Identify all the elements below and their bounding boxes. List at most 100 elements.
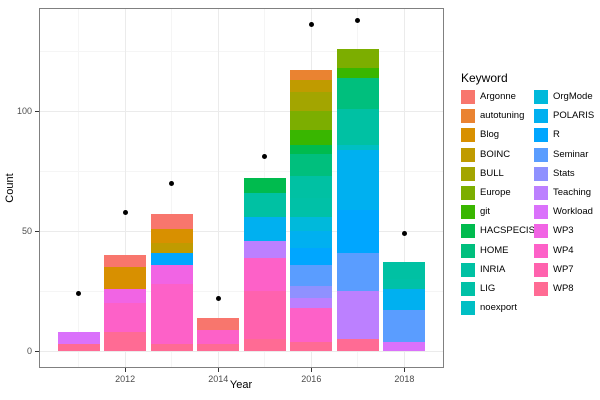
legend-label-Seminar: Seminar (553, 148, 589, 160)
legend-swatch-Teaching (534, 186, 548, 200)
bar-segment-WP3 (104, 288, 147, 304)
bar-segment-Seminar (383, 310, 426, 342)
bar-segment-R (290, 248, 333, 265)
legend-label-Teaching: Teaching (553, 187, 592, 198)
bar-segment-Blog (104, 267, 147, 289)
bar-segment-git (336, 68, 379, 78)
bar-segment-Teaching (243, 240, 286, 258)
data-point (76, 291, 82, 297)
legend-swatch-OrgMode (534, 90, 548, 104)
x-axis-tick (310, 368, 312, 372)
bar-segment-WP4 (197, 329, 240, 344)
bar-segment-LIG (383, 279, 426, 289)
bar-segment-WP8 (57, 344, 100, 352)
x-tick-label: 2014 (208, 374, 229, 384)
legend-swatch-WP4 (534, 243, 548, 258)
legend-label-Stats: Stats (553, 167, 575, 179)
x-tick-label: 2016 (301, 374, 322, 384)
data-point (215, 295, 221, 301)
bar-segment-BULL (290, 92, 333, 112)
bar-segment-WP4 (150, 284, 193, 344)
data-point (401, 231, 407, 237)
legend-swatch-Argonne (461, 90, 475, 104)
legend-title: Keyword (461, 71, 508, 85)
bar-segment-R (150, 252, 193, 265)
legend-label-Argonne: Argonne (480, 91, 516, 102)
legend-swatch-WP8 (534, 282, 548, 296)
y-axis-tick (35, 110, 39, 112)
data-point (169, 180, 175, 186)
bar-segment-WP8 (336, 339, 379, 352)
grid-minor-y (39, 170, 444, 172)
grid-major-y (39, 230, 444, 232)
legend-swatch-Seminar (534, 147, 548, 162)
bar-segment-HOME (336, 77, 379, 109)
legend-swatch-git (461, 205, 475, 220)
grid-major-x (217, 8, 219, 368)
data-point (355, 17, 361, 23)
bar-segment-git (290, 130, 333, 145)
legend-swatch-WP3 (534, 224, 548, 239)
bar-segment-HOME (290, 154, 333, 176)
legend-swatch-autotuning (461, 109, 475, 124)
bar-segment-WP8 (290, 341, 333, 352)
bar-segment-Teaching (290, 298, 333, 308)
y-tick-label: 100 (16, 106, 32, 117)
legend-label-HACSPECIS: HACSPECIS (480, 225, 535, 237)
legend-swatch-POLARIS (534, 109, 548, 124)
bar-segment-Europe (290, 111, 333, 131)
legend-label-Blog: Blog (480, 129, 500, 141)
bar-segment-BOINC (290, 80, 333, 92)
bar-segment-POLARIS (290, 231, 333, 248)
grid-major-y (39, 110, 444, 112)
legend-swatch-Europe (461, 186, 475, 200)
bar-segment-WP4 (290, 308, 333, 342)
bar-segment-Workload (57, 332, 100, 344)
bar-segment-Argonne (197, 317, 240, 330)
legend-label-git: git (480, 206, 491, 218)
bar-segment-Stats (290, 286, 333, 299)
bar-segment-Workload (383, 341, 426, 352)
bar-segment-POLARIS (336, 149, 379, 210)
legend-swatch-LIG (461, 282, 475, 296)
bar-segment-Teaching (336, 291, 379, 340)
legend-swatch-noexport (461, 301, 475, 316)
legend-swatch-R (534, 128, 548, 143)
x-axis-tick (403, 368, 405, 372)
bar-segment-BOINC (150, 243, 193, 253)
legend-label-INRIA: INRIA (480, 263, 506, 275)
bar-segment-R (336, 209, 379, 253)
bar-segment-WP4 (104, 303, 147, 332)
legend-label-WP8: WP8 (553, 283, 574, 294)
x-tick-label: 2012 (115, 374, 136, 384)
x-tick-label: 2018 (394, 374, 415, 384)
legend-label-WP4: WP4 (553, 244, 574, 256)
bar-segment-WP4 (243, 257, 286, 292)
data-point (262, 154, 268, 160)
bar-segment-Blog (150, 228, 193, 244)
legend-label-WP7: WP7 (553, 263, 574, 275)
bar-segment-INRIA (336, 108, 379, 145)
legend-label-POLARIS: POLARIS (553, 110, 595, 122)
legend-swatch-HOME (461, 243, 475, 258)
bar-segment-INRIA (243, 192, 286, 217)
bar-segment-INRIA (383, 262, 426, 280)
bar-segment-INRIA (290, 176, 333, 198)
y-axis-tick (35, 230, 39, 232)
grid-minor-x (78, 8, 80, 368)
legend-label-noexport: noexport (480, 302, 517, 314)
y-axis-tick (35, 350, 39, 352)
legend-swatch-Workload (534, 205, 548, 220)
legend-label-Europe: Europe (480, 187, 511, 198)
bar-segment-HACSPECIS (290, 144, 333, 155)
bar-segment-Europe (336, 48, 379, 68)
legend-label-HOME: HOME (480, 244, 509, 256)
legend-label-LIG: LIG (480, 283, 496, 294)
bar-segment-noexport (336, 144, 379, 150)
bar-segment-WP8 (104, 332, 147, 352)
bar-segment-WP3 (150, 264, 193, 284)
bar-segment-POLARIS (243, 216, 286, 241)
legend-label-WP3: WP3 (553, 225, 574, 237)
legend-swatch-BULL (461, 166, 475, 181)
